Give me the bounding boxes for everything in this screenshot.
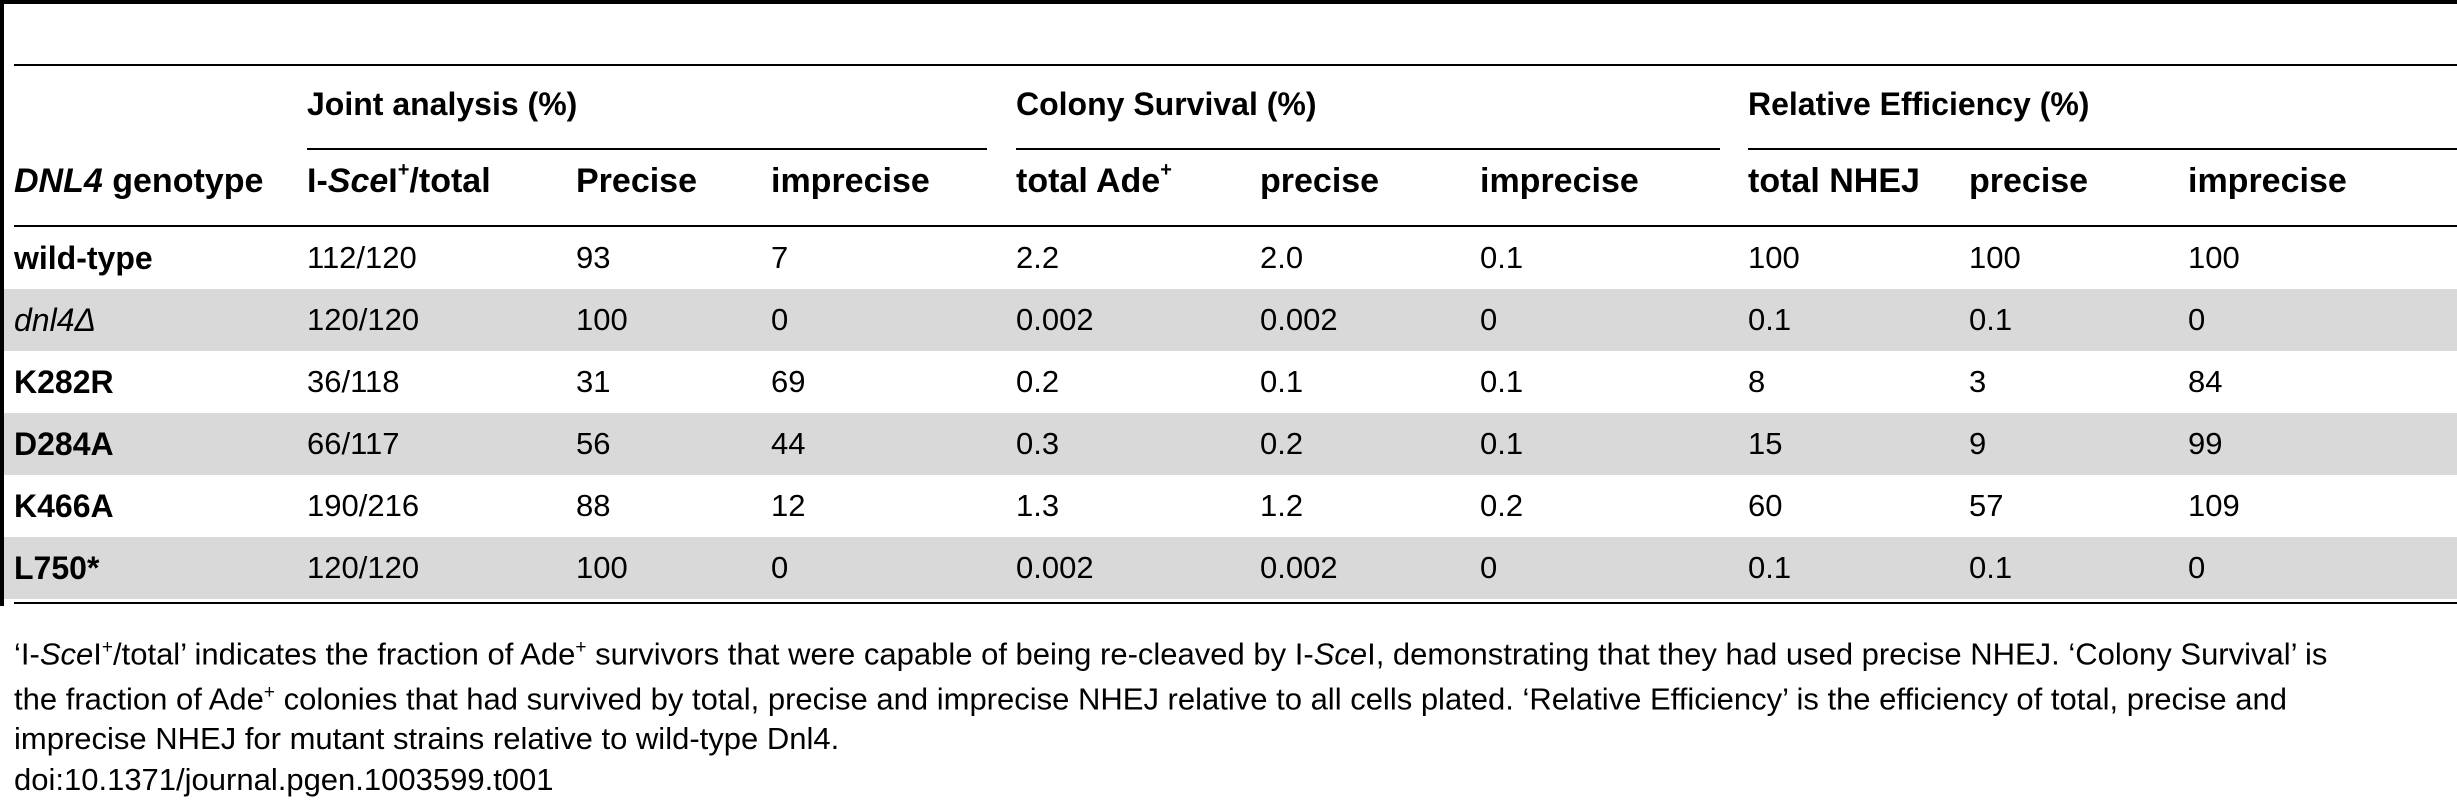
cell-total-nhej: 100 — [1748, 240, 1800, 275]
cell-imprecise: 12 — [771, 488, 806, 523]
cell-isce-total: 120/120 — [307, 550, 420, 585]
header-bottom-rule — [14, 225, 2457, 227]
cell-imprecise: 7 — [771, 240, 789, 275]
cell-precise: 100 — [576, 302, 628, 337]
table-row: D284A 66/117 56 44 0.3 0.2 0.1 15 9 99 — [4, 413, 2457, 475]
table-row: L750* 120/120 100 0 0.002 0.002 0 0.1 0.… — [4, 537, 2457, 599]
table-row: wild-type 112/120 93 7 2.2 2.0 0.1 100 1… — [4, 227, 2457, 289]
cell-total-ade: 0.002 — [1016, 302, 1094, 337]
cell-total-nhej: 0.1 — [1748, 302, 1792, 337]
cell-genotype: wild-type — [14, 240, 153, 276]
col-header-precise-joint: Precise — [576, 162, 697, 200]
cell-total-nhej: 60 — [1748, 488, 1783, 523]
cell-precise: 93 — [576, 240, 611, 275]
left-rule — [0, 0, 4, 606]
cell-colony-precise: 2.0 — [1260, 240, 1304, 275]
cell-isce-total: 66/117 — [307, 426, 400, 461]
footnote-line-2: the fraction of Ade+ colonies that had s… — [14, 681, 2287, 717]
cell-colony-imprecise: 0.1 — [1480, 426, 1524, 461]
cell-genotype: L750* — [14, 550, 100, 586]
cell-relative-imprecise: 0 — [2188, 302, 2206, 337]
cell-imprecise: 0 — [771, 302, 789, 337]
doi-link[interactable]: doi:10.1371/journal.pgen.1003599.t001 — [14, 762, 554, 797]
footnote-line-3: imprecise NHEJ for mutant strains relati… — [14, 720, 840, 756]
cell-genotype: K282R — [14, 364, 114, 400]
cell-colony-imprecise: 0.1 — [1480, 364, 1524, 399]
table-top-rule — [14, 64, 2457, 66]
cell-relative-precise: 3 — [1969, 364, 1987, 399]
col-header-total-nhej: total NHEJ — [1748, 162, 1920, 200]
cell-relative-imprecise: 99 — [2188, 426, 2223, 461]
group-underline-relative — [1748, 148, 2457, 150]
cell-colony-precise: 1.2 — [1260, 488, 1304, 523]
table-footnote: ‘I-SceI+/total’ indicates the fraction o… — [14, 628, 2454, 758]
cell-colony-imprecise: 0 — [1480, 302, 1498, 337]
cell-genotype: dnl4Δ — [14, 302, 96, 338]
cell-colony-precise: 0.2 — [1260, 426, 1304, 461]
col-header-imprecise-relative: imprecise — [2188, 162, 2347, 200]
cell-isce-total: 120/120 — [307, 302, 420, 337]
cell-relative-precise: 0.1 — [1969, 302, 2013, 337]
cell-relative-imprecise: 100 — [2188, 240, 2240, 275]
cell-colony-precise: 0.1 — [1260, 364, 1304, 399]
cell-total-ade: 0.2 — [1016, 364, 1060, 399]
cell-precise: 88 — [576, 488, 611, 523]
col-header-precise-relative: precise — [1969, 162, 2089, 200]
table-row: dnl4Δ 120/120 100 0 0.002 0.002 0 0.1 0.… — [4, 289, 2457, 351]
cell-relative-imprecise: 84 — [2188, 364, 2223, 399]
cell-colony-imprecise: 0.2 — [1480, 488, 1524, 523]
cell-relative-imprecise: 0 — [2188, 550, 2206, 585]
table-bottom-rule — [14, 602, 2457, 604]
cell-colony-imprecise: 0.1 — [1480, 240, 1524, 275]
cell-total-ade: 0.002 — [1016, 550, 1094, 585]
cell-isce-total: 112/120 — [307, 240, 417, 275]
table-row: K282R 36/118 31 69 0.2 0.1 0.1 8 3 84 — [4, 351, 2457, 413]
col-header-isce-total: I-SceI+/total — [307, 158, 491, 200]
col-header-precise-colony: precise — [1260, 162, 1380, 200]
cell-genotype: D284A — [14, 426, 114, 462]
cell-precise: 31 — [576, 364, 611, 399]
group-header-colony-survival: Colony Survival (%) — [1016, 86, 1317, 122]
cell-isce-total: 36/118 — [307, 364, 400, 399]
cell-total-nhej: 0.1 — [1748, 550, 1792, 585]
cell-total-ade: 1.3 — [1016, 488, 1060, 523]
top-rule — [0, 0, 2457, 4]
cell-total-nhej: 15 — [1748, 426, 1783, 461]
col-header-genotype: DNL4 genotype — [14, 162, 264, 200]
cell-imprecise: 0 — [771, 550, 789, 585]
cell-relative-precise: 0.1 — [1969, 550, 2013, 585]
cell-genotype: K466A — [14, 488, 114, 524]
cell-relative-precise: 9 — [1969, 426, 1987, 461]
cell-total-ade: 2.2 — [1016, 240, 1060, 275]
table-row: K466A 190/216 88 12 1.3 1.2 0.2 60 57 10… — [4, 475, 2457, 537]
cell-colony-precise: 0.002 — [1260, 302, 1338, 337]
cell-total-ade: 0.3 — [1016, 426, 1060, 461]
cell-isce-total: 190/216 — [307, 488, 420, 523]
cell-total-nhej: 8 — [1748, 364, 1766, 399]
group-header-relative-efficiency: Relative Efficiency (%) — [1748, 86, 2090, 122]
group-underline-joint — [307, 148, 987, 150]
cell-precise: 56 — [576, 426, 611, 461]
group-header-joint-analysis: Joint analysis (%) — [307, 86, 578, 122]
cell-relative-precise: 100 — [1969, 240, 2021, 275]
cell-colony-imprecise: 0 — [1480, 550, 1498, 585]
cell-relative-imprecise: 109 — [2188, 488, 2240, 523]
col-header-total-ade: total Ade+ — [1016, 158, 1172, 200]
col-header-imprecise-colony: imprecise — [1480, 162, 1639, 200]
group-underline-colony — [1016, 148, 1720, 150]
col-header-imprecise-joint: imprecise — [771, 162, 930, 200]
cell-imprecise: 69 — [771, 364, 806, 399]
cell-precise: 100 — [576, 550, 628, 585]
cell-imprecise: 44 — [771, 426, 806, 461]
cell-colony-precise: 0.002 — [1260, 550, 1338, 585]
cell-relative-precise: 57 — [1969, 488, 2004, 523]
footnote-line-1: ‘I-SceI+/total’ indicates the fraction o… — [14, 636, 2328, 672]
